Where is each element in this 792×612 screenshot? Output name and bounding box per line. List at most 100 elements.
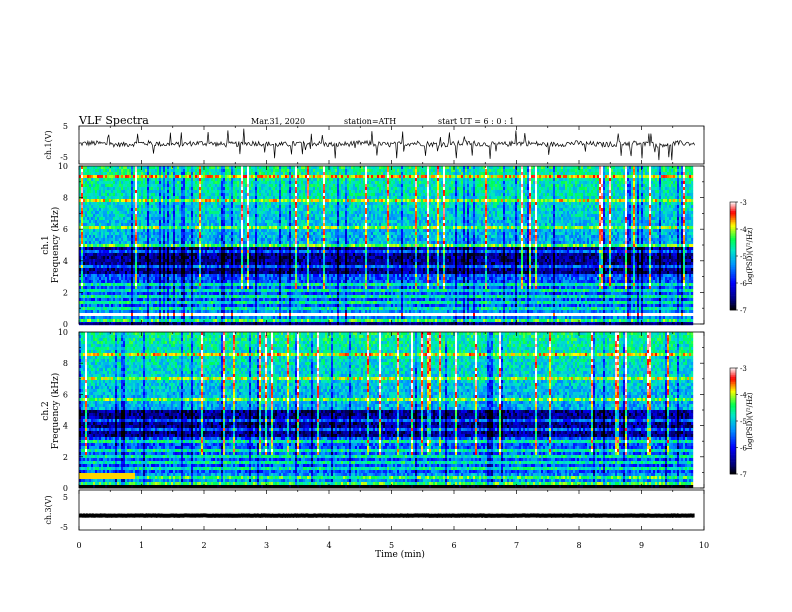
spectrogram-cell [109,175,112,179]
spectrogram-cell [161,238,164,242]
spectrogram-cell [251,190,254,194]
spectrogram-cell [261,199,264,203]
spectrogram-cell [99,301,102,305]
spectrogram-cell [265,187,268,191]
spectrogram-cell [185,199,188,203]
spectrogram-cell [181,205,184,209]
spectrogram-cell [171,259,174,263]
spectrogram-cell [203,316,206,320]
spectrogram-cell [229,295,232,299]
spectrogram-cell [215,295,218,299]
spectrogram-cell [83,274,86,278]
spectrogram-cell [249,262,252,266]
spectrogram-cell [189,268,192,272]
spectrogram-cell [89,277,92,281]
spectrogram-cell [117,187,120,191]
spectrogram-cell [125,208,128,212]
spectrogram-cell [243,259,246,263]
spectrogram-cell [171,226,174,230]
spectrogram-cell [229,208,232,212]
spectrogram-cell [201,265,204,269]
spectrogram-cell [243,169,246,173]
spectrogram-cell [139,229,142,233]
spectrogram-cell [131,244,134,248]
spectrogram-cell [219,253,222,257]
spectrogram-cell [147,172,150,176]
spectrogram-cell [253,172,256,176]
spectrogram-cell [105,268,108,272]
spectrogram-cell [163,289,166,293]
spectrogram-cell [167,310,170,314]
spectrogram-cell [123,289,126,293]
spectrogram-cell [211,187,214,191]
spectrogram-cell [133,268,136,272]
spectrogram-cell [199,304,202,308]
spectrogram-cell [145,229,148,233]
spectrogram-cell [179,301,182,305]
spectrogram-cell [187,217,190,221]
spectrogram-cell [125,301,128,305]
spectrogram-cell [191,283,194,287]
spectrogram-cell [259,295,262,299]
spectrogram-cell [239,223,242,227]
spectrogram-cell [139,253,142,257]
spectrogram-cell [79,301,82,305]
spectrogram-cell [245,187,248,191]
spectrogram-cell [109,253,112,257]
spectrogram-cell [107,184,110,188]
spectrogram-cell [257,178,260,182]
spectrogram-cell [85,172,88,176]
spectrogram-cell [107,256,110,260]
spectrogram-cell [131,307,134,311]
spectrogram-cell [89,271,92,275]
spectrogram-cell [157,319,160,323]
spectrogram-cell [235,217,238,221]
spectrogram-cell [197,205,200,209]
spectrogram-cell [195,304,198,308]
spectrogram-cell [91,217,94,221]
spectrogram-cell [195,199,198,203]
spectrogram-cell [143,259,146,263]
spectrogram-cell [219,316,222,320]
spectrogram-cell [99,199,102,203]
spectrogram-cell [145,193,148,197]
spectrogram-cell [143,175,146,179]
spectrogram-cell [233,262,236,266]
spectrogram-cell [141,286,144,290]
spectrogram-cell [209,292,212,296]
spectrogram-cell [219,172,222,176]
spectrogram-cell [157,181,160,185]
spectrogram-cell [249,172,252,176]
spectrogram-cell [231,316,234,320]
spectrogram-cell [141,265,144,269]
spectrogram-cell [233,271,236,275]
spectrogram-cell [207,283,210,287]
spectrogram-cell [173,181,176,185]
spectrogram-cell [131,220,134,224]
spectrogram-cell [213,205,216,209]
spectrogram-cell [201,244,204,248]
spectrogram-cell [195,307,198,311]
spectrogram-cell [91,211,94,215]
spectrogram-cell [105,220,108,224]
spectrogram-cell [109,298,112,302]
spectrogram-cell [263,286,266,290]
spectrogram-cell [143,289,146,293]
spectrogram-cell [221,244,224,248]
spectrogram-cell [163,316,166,320]
spectrogram-cell [127,208,130,212]
spectrogram-cell [125,226,128,230]
spectrogram-cell [181,298,184,302]
spectrogram-cell [157,226,160,230]
spectrogram-cell [87,271,90,275]
spectrogram-cell [201,178,204,182]
spectrogram-cell [83,220,86,224]
spectrogram-cell [235,301,238,305]
spectrogram-cell [111,283,114,287]
spectrogram-cell [191,319,194,323]
spectrogram-cell [225,262,228,266]
spectrogram-cell [183,187,186,191]
spectrogram-cell [93,211,96,215]
spectrogram-cell [127,178,130,182]
spectrogram-cell [141,211,144,215]
